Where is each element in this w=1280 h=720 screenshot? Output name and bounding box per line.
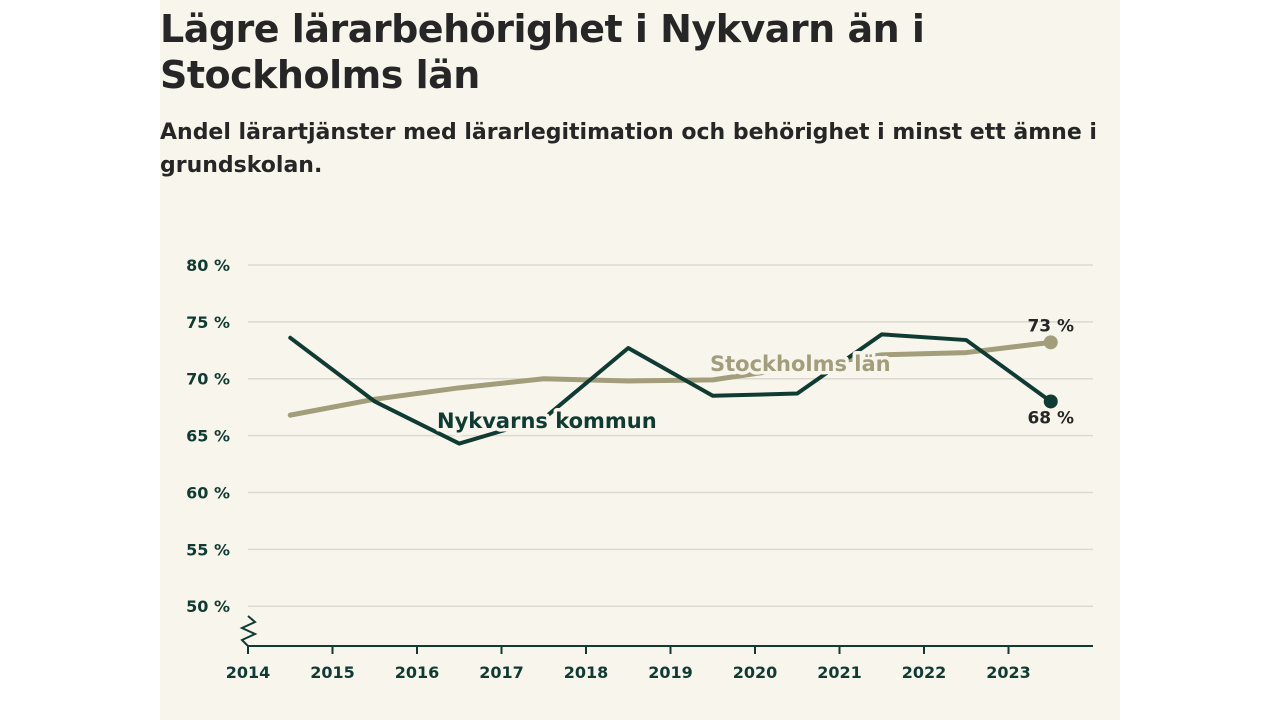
chart-title: Lägre lärarbehörighet i Nykvarn än i Sto… [160, 7, 925, 97]
series-label-nykvarn: Nykvarns kommun [437, 409, 657, 433]
x-tick-label: 2021 [817, 663, 862, 682]
x-tick-label: 2017 [479, 663, 524, 682]
y-tick-label: 55 % [186, 540, 230, 559]
series-label-stockholm: Stockholms län [710, 352, 891, 376]
y-tick-label: 75 % [186, 313, 230, 332]
y-tick-label: 70 % [186, 370, 230, 389]
x-tick-label: 2022 [902, 663, 947, 682]
end-marker-nykvarn [1043, 394, 1058, 409]
end-marker-stockholm [1043, 335, 1058, 350]
axis-break-icon [239, 615, 258, 647]
x-tick-label: 2023 [986, 663, 1031, 682]
y-tick-label: 60 % [186, 483, 230, 502]
x-tick-label: 2018 [564, 663, 609, 682]
x-tick-label: 2019 [648, 663, 693, 682]
end-label-stockholm: 73 % [1027, 316, 1074, 336]
series-line-nykvarn [288, 332, 1053, 446]
y-tick-label: 65 % [186, 427, 230, 446]
chart-subtitle: Andel lärartjänster med lärarlegitimatio… [160, 120, 1097, 178]
x-tick-label: 2015 [310, 663, 355, 682]
x-tick-label: 2016 [395, 663, 440, 682]
x-tick-label: 2014 [226, 663, 271, 682]
series-line-stockholm [287, 339, 1054, 418]
end-label-nykvarn: 68 % [1027, 408, 1074, 428]
y-tick-label: 80 % [186, 256, 230, 275]
y-tick-label: 50 % [186, 597, 230, 616]
x-tick-label: 2020 [733, 663, 778, 682]
